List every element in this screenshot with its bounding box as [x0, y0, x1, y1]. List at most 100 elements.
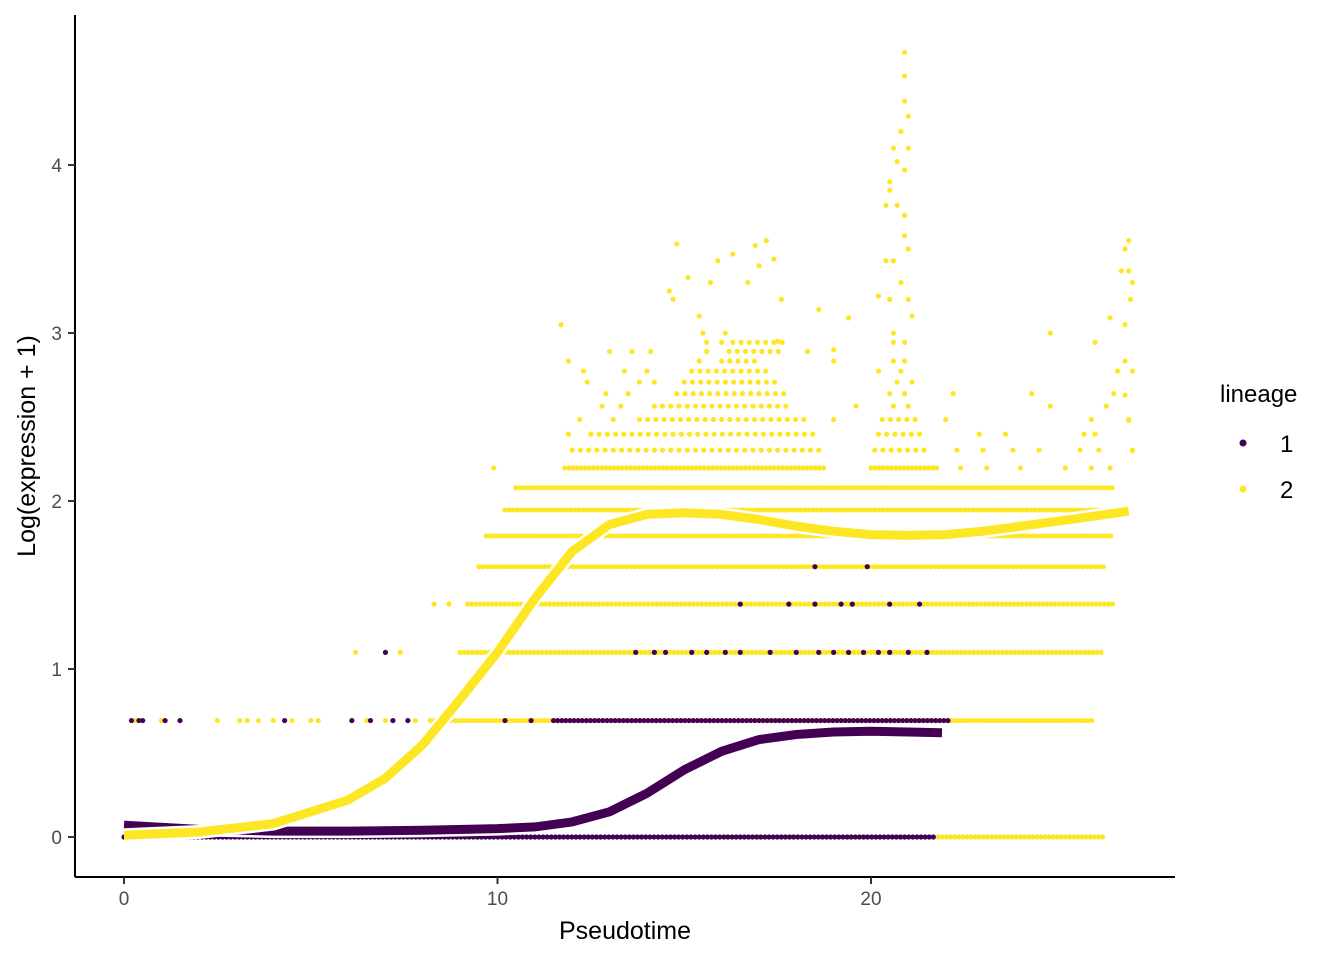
point-lineage-2 — [801, 431, 808, 437]
point-lineage-2 — [767, 533, 773, 539]
point-lineage-2 — [709, 403, 715, 409]
point-lineage-2 — [892, 507, 898, 513]
point-lineage-1 — [842, 717, 848, 724]
point-lineage-2 — [952, 564, 959, 570]
point-lineage-2 — [878, 564, 885, 570]
point-lineage-2 — [1015, 601, 1021, 607]
point-lineage-2 — [905, 465, 911, 471]
point-lineage-2 — [727, 358, 733, 364]
point-lineage-1 — [922, 834, 928, 840]
point-lineage-2 — [535, 507, 541, 513]
point-lineage-2 — [764, 601, 771, 607]
point-lineage-2 — [956, 564, 963, 570]
point-lineage-2 — [656, 533, 662, 539]
point-lineage-2 — [854, 564, 860, 570]
point-lineage-2 — [795, 533, 802, 539]
point-lineage-2 — [970, 507, 976, 513]
point-lineage-2 — [876, 507, 882, 513]
point-lineage-2 — [715, 601, 721, 607]
point-lineage-2 — [546, 564, 552, 570]
point-lineage-1 — [799, 834, 805, 840]
point-lineage-2 — [580, 649, 587, 655]
point-lineage-2 — [670, 296, 676, 302]
point-lineage-2 — [771, 465, 777, 471]
point-lineage-2 — [907, 485, 914, 491]
point-lineage-1 — [844, 834, 850, 840]
point-lineage-2 — [656, 465, 662, 471]
point-lineage-2 — [998, 485, 1004, 491]
point-lineage-2 — [1107, 465, 1113, 471]
point-lineage-2 — [619, 465, 625, 471]
point-lineage-2 — [986, 717, 992, 724]
point-lineage-2 — [682, 485, 688, 491]
point-lineage-1 — [585, 834, 591, 840]
point-lineage-1 — [528, 834, 534, 840]
point-lineage-2 — [912, 601, 919, 607]
point-lineage-2 — [752, 601, 758, 607]
point-lineage-2 — [946, 649, 952, 655]
point-lineage-2 — [954, 649, 960, 655]
point-lineage-2 — [783, 533, 789, 539]
point-lineage-2 — [623, 465, 629, 471]
point-lineage-2 — [772, 485, 778, 491]
point-lineage-1 — [752, 717, 758, 724]
point-lineage-2 — [773, 649, 780, 655]
point-lineage-2 — [818, 601, 824, 607]
point-lineage-2 — [754, 368, 761, 374]
point-lineage-2 — [1092, 339, 1098, 346]
point-lineage-2 — [1114, 368, 1121, 374]
point-lineage-2 — [489, 601, 495, 607]
point-lineage-2 — [652, 465, 658, 471]
point-lineage-2 — [621, 601, 627, 607]
point-lineage-2 — [704, 348, 710, 355]
point-lineage-2 — [1003, 649, 1010, 655]
point-lineage-2 — [1098, 649, 1104, 655]
point-lineage-1 — [849, 601, 855, 607]
point-lineage-2 — [554, 485, 560, 491]
point-lineage-2 — [717, 403, 723, 409]
point-lineage-2 — [751, 485, 758, 491]
point-lineage-2 — [746, 368, 752, 374]
point-lineage-2 — [810, 507, 816, 513]
point-lineage-2 — [1039, 485, 1045, 491]
point-lineage-2 — [743, 564, 749, 570]
point-lineage-2 — [779, 339, 785, 346]
point-lineage-2 — [1088, 465, 1094, 471]
point-lineage-2 — [696, 358, 702, 364]
point-lineage-2 — [584, 507, 590, 513]
point-lineage-2 — [941, 601, 947, 607]
point-lineage-2 — [1009, 834, 1015, 840]
point-lineage-2 — [990, 717, 996, 724]
point-lineage-2 — [633, 601, 639, 607]
point-lineage-2 — [1051, 564, 1057, 570]
point-lineage-2 — [768, 485, 774, 491]
point-lineage-2 — [759, 564, 765, 570]
point-lineage-2 — [558, 485, 564, 491]
point-lineage-2 — [629, 601, 635, 607]
point-lineage-2 — [516, 533, 522, 539]
point-lineage-2 — [1095, 533, 1102, 539]
point-lineage-2 — [738, 339, 744, 346]
point-lineage-2 — [965, 564, 971, 570]
point-lineage-2 — [843, 507, 849, 513]
point-lineage-2 — [756, 601, 762, 607]
point-lineage-2 — [793, 601, 799, 607]
point-lineage-2 — [1010, 485, 1016, 491]
point-lineage-2 — [1109, 485, 1115, 491]
point-lineage-1 — [772, 717, 778, 724]
point-lineage-2 — [692, 447, 699, 453]
point-lineage-2 — [887, 416, 894, 423]
point-lineage-2 — [964, 834, 970, 840]
point-lineage-2 — [680, 533, 687, 539]
point-lineage-2 — [816, 306, 822, 313]
point-lineage-2 — [652, 564, 659, 570]
point-lineage-2 — [742, 465, 749, 471]
point-lineage-2 — [637, 601, 643, 607]
point-lineage-1 — [860, 649, 867, 655]
point-lineage-2 — [1028, 507, 1034, 513]
point-lineage-2 — [984, 465, 990, 471]
point-lineage-2 — [750, 533, 756, 539]
point-lineage-2 — [743, 485, 749, 491]
point-lineage-1 — [708, 834, 715, 840]
point-lineage-2 — [1084, 564, 1090, 570]
